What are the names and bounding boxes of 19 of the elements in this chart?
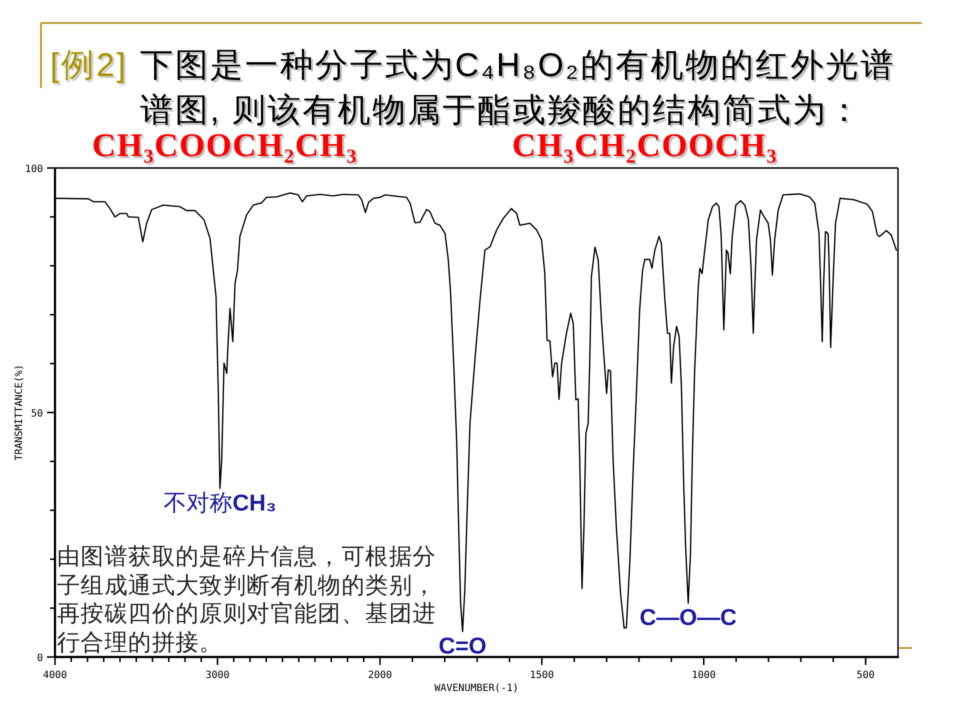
x-axis-title: WAVENUMBER(-1) [434, 683, 519, 694]
annotation: 不对称CH₃ [164, 489, 276, 516]
x-tick-label: 3000 [205, 670, 230, 681]
annotation: C=O [438, 632, 487, 658]
x-tick-label: 1500 [530, 670, 554, 681]
x-tick-label: 4000 [42, 670, 68, 681]
x-tick-label: 2000 [368, 670, 392, 681]
text: 下图是一种分子式为C₄H₈O₂的有机物的红外光谱谱图, 则该有机物属于酯或羧酸的结构简式为： [140, 45, 896, 130]
x-tick-label: 1000 [692, 670, 716, 681]
chart-title: [例2] [50, 45, 128, 85]
text: CH₃COOCH₂CH₃ [92, 128, 358, 164]
y-tick-label: 100 [24, 164, 43, 175]
y-tick-label: 0 [36, 653, 43, 664]
y-axis-title: TRANSMITTANCE(%) [14, 364, 25, 461]
y-tick-label: 50 [30, 408, 43, 420]
text: CH₃CH₂COOCH₃ [512, 128, 778, 164]
annotation: 由图谱获取的是碎片信息，可根据分子组成通式大致判断有机物的类别，再按碳四价的原则对官能团、基团进行合理的拼接。 [57, 544, 436, 654]
x-tick-label: 500 [856, 670, 875, 681]
annotation: C—O—C [640, 604, 737, 630]
